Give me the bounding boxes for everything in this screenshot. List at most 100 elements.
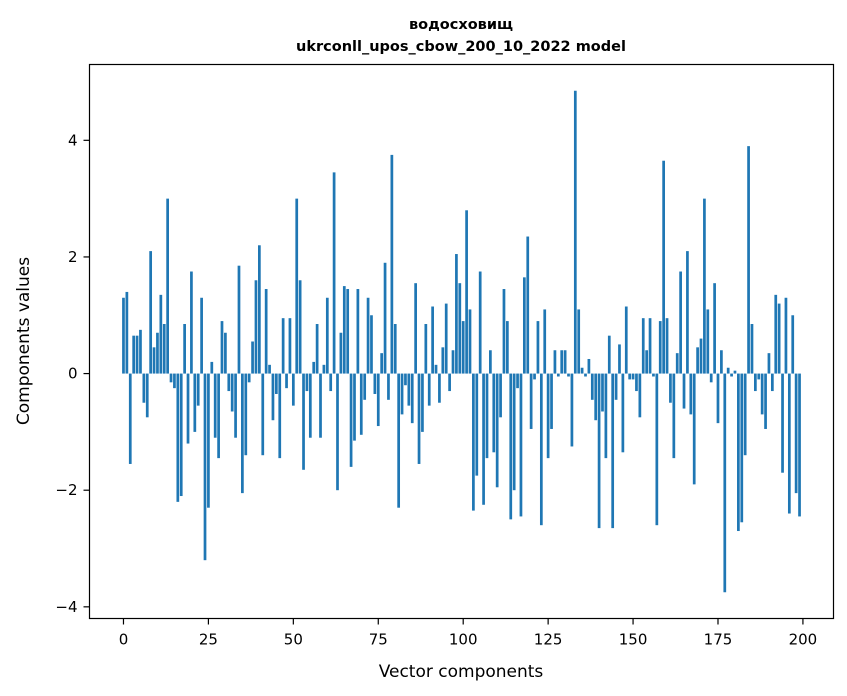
bar — [291, 373, 295, 406]
bar — [461, 321, 465, 374]
bar — [546, 373, 550, 459]
bar — [662, 160, 665, 374]
bar — [635, 373, 638, 392]
bar — [217, 373, 220, 459]
bar — [258, 245, 261, 374]
bar — [638, 373, 642, 418]
y-tick-label: 2 — [68, 248, 78, 266]
bar — [285, 373, 288, 389]
bar — [196, 373, 200, 406]
bar — [607, 335, 611, 374]
bar — [156, 332, 159, 374]
bar — [203, 373, 207, 561]
bar — [689, 373, 693, 415]
bar — [563, 350, 567, 374]
bar — [726, 367, 730, 374]
bar — [220, 321, 224, 374]
bar — [747, 146, 750, 374]
bar — [427, 373, 431, 406]
bar — [417, 373, 421, 464]
y-axis-ticks: −4 −2 0 2 4 — [55, 131, 90, 616]
bar — [794, 373, 798, 494]
bar — [336, 373, 339, 491]
bar — [410, 373, 414, 424]
bar — [597, 373, 601, 529]
bar — [703, 198, 706, 374]
bar — [587, 358, 591, 374]
bar — [302, 373, 305, 470]
bar — [305, 373, 309, 392]
bar — [162, 324, 166, 374]
bar — [519, 373, 523, 517]
bar — [478, 271, 482, 374]
bar — [682, 373, 686, 409]
bar — [770, 373, 774, 392]
bar — [533, 373, 536, 380]
bar — [526, 236, 530, 374]
bar — [210, 361, 214, 374]
bar — [132, 335, 136, 374]
bar — [543, 309, 547, 374]
bar — [570, 373, 574, 447]
bar — [128, 373, 132, 464]
bar — [295, 198, 299, 374]
bar — [492, 373, 496, 453]
bar — [787, 373, 791, 514]
bar — [658, 321, 662, 374]
bar — [512, 373, 516, 491]
bar — [665, 318, 669, 374]
bar — [686, 251, 689, 374]
bar — [594, 373, 598, 421]
bar — [584, 373, 587, 377]
bar — [274, 373, 278, 394]
bar — [764, 373, 767, 429]
x-axis-label: Vector components — [379, 662, 544, 682]
bar — [590, 373, 594, 400]
bar — [319, 373, 322, 438]
bar — [247, 373, 251, 383]
bar — [621, 373, 625, 453]
plot-frame — [88, 63, 835, 620]
bar — [400, 373, 404, 415]
bar — [767, 353, 771, 374]
bar — [390, 154, 394, 374]
bar — [567, 373, 570, 377]
x-tick-label: 150 — [619, 631, 648, 649]
bar — [495, 373, 499, 488]
bar — [179, 373, 183, 497]
x-tick-label: 0 — [119, 631, 129, 649]
bar — [421, 373, 424, 432]
bar — [499, 373, 502, 418]
bar — [135, 335, 139, 374]
bar — [441, 347, 445, 374]
bar — [244, 373, 248, 456]
bar — [502, 289, 506, 374]
bar — [438, 373, 441, 403]
bar — [193, 373, 197, 432]
bar — [149, 251, 153, 374]
bar — [696, 347, 699, 374]
bar — [781, 373, 784, 473]
bar — [737, 373, 740, 532]
bar — [404, 373, 407, 386]
bar — [506, 321, 509, 374]
bar — [720, 350, 723, 374]
bar — [618, 344, 621, 374]
bar — [431, 306, 434, 374]
bar — [455, 254, 458, 374]
bar — [383, 262, 387, 374]
bar — [271, 373, 275, 421]
bar — [652, 373, 655, 377]
bar — [387, 373, 390, 400]
bar — [614, 373, 618, 400]
bar — [482, 373, 485, 505]
bar — [648, 318, 652, 374]
bar — [213, 373, 217, 438]
x-axis-ticks: 0 25 50 75 100 125 150 175 200 — [119, 618, 817, 649]
bar — [475, 373, 479, 476]
bar — [142, 373, 146, 403]
y-tick-label: −4 — [55, 598, 77, 616]
bar — [641, 318, 645, 374]
bar — [414, 283, 417, 374]
bar — [489, 350, 492, 374]
